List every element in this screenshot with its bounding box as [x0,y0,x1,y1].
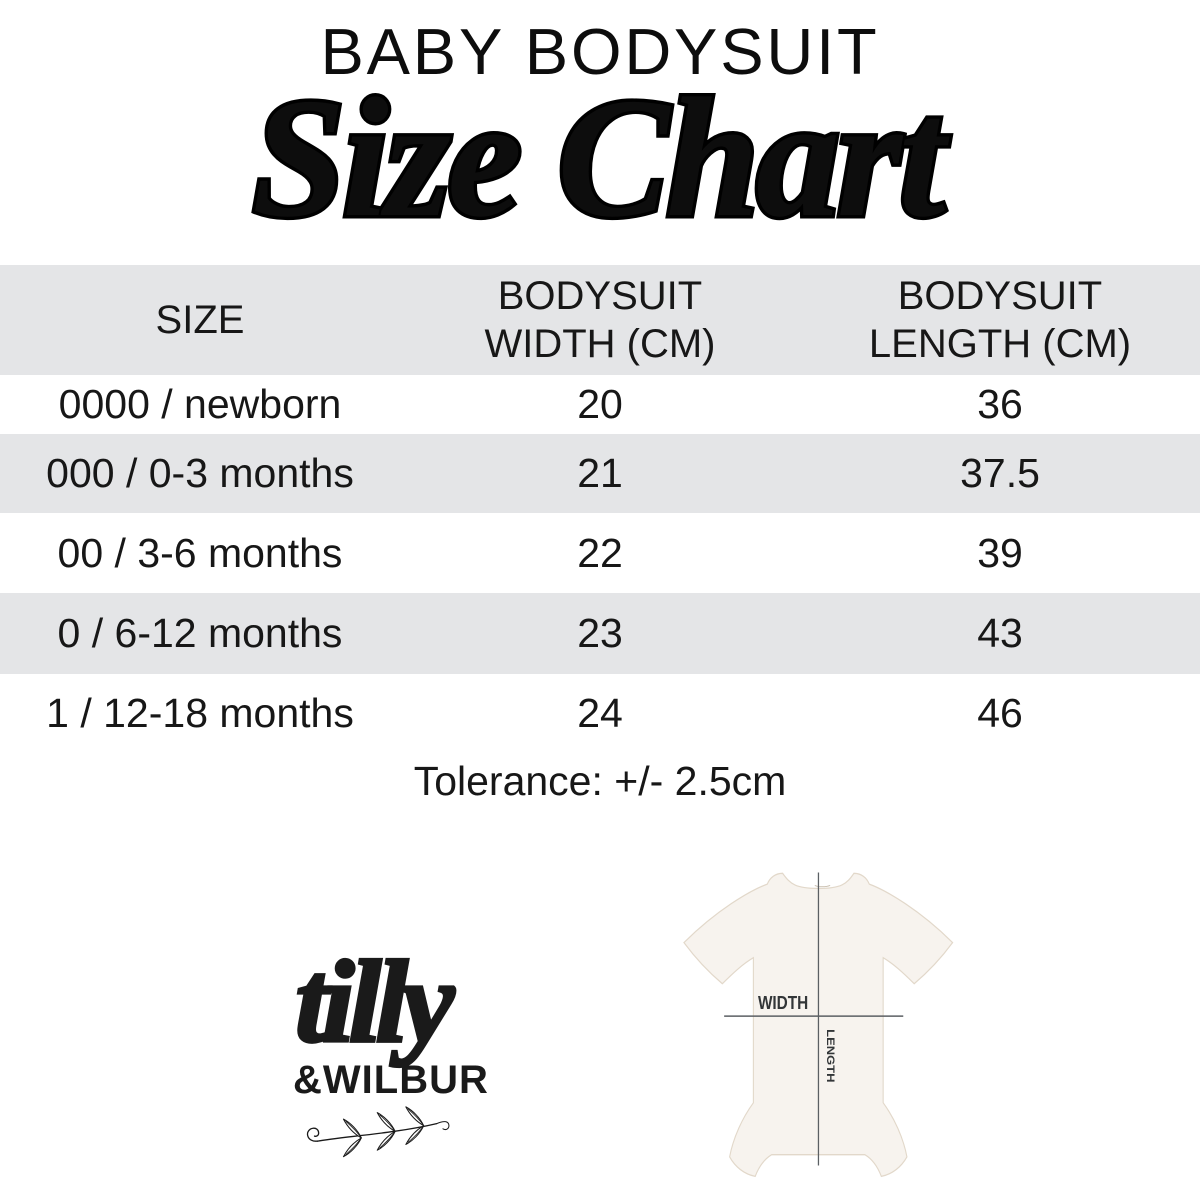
svg-text:LENGTH: LENGTH [824,1029,837,1082]
svg-text:WIDTH: WIDTH [758,993,808,1014]
